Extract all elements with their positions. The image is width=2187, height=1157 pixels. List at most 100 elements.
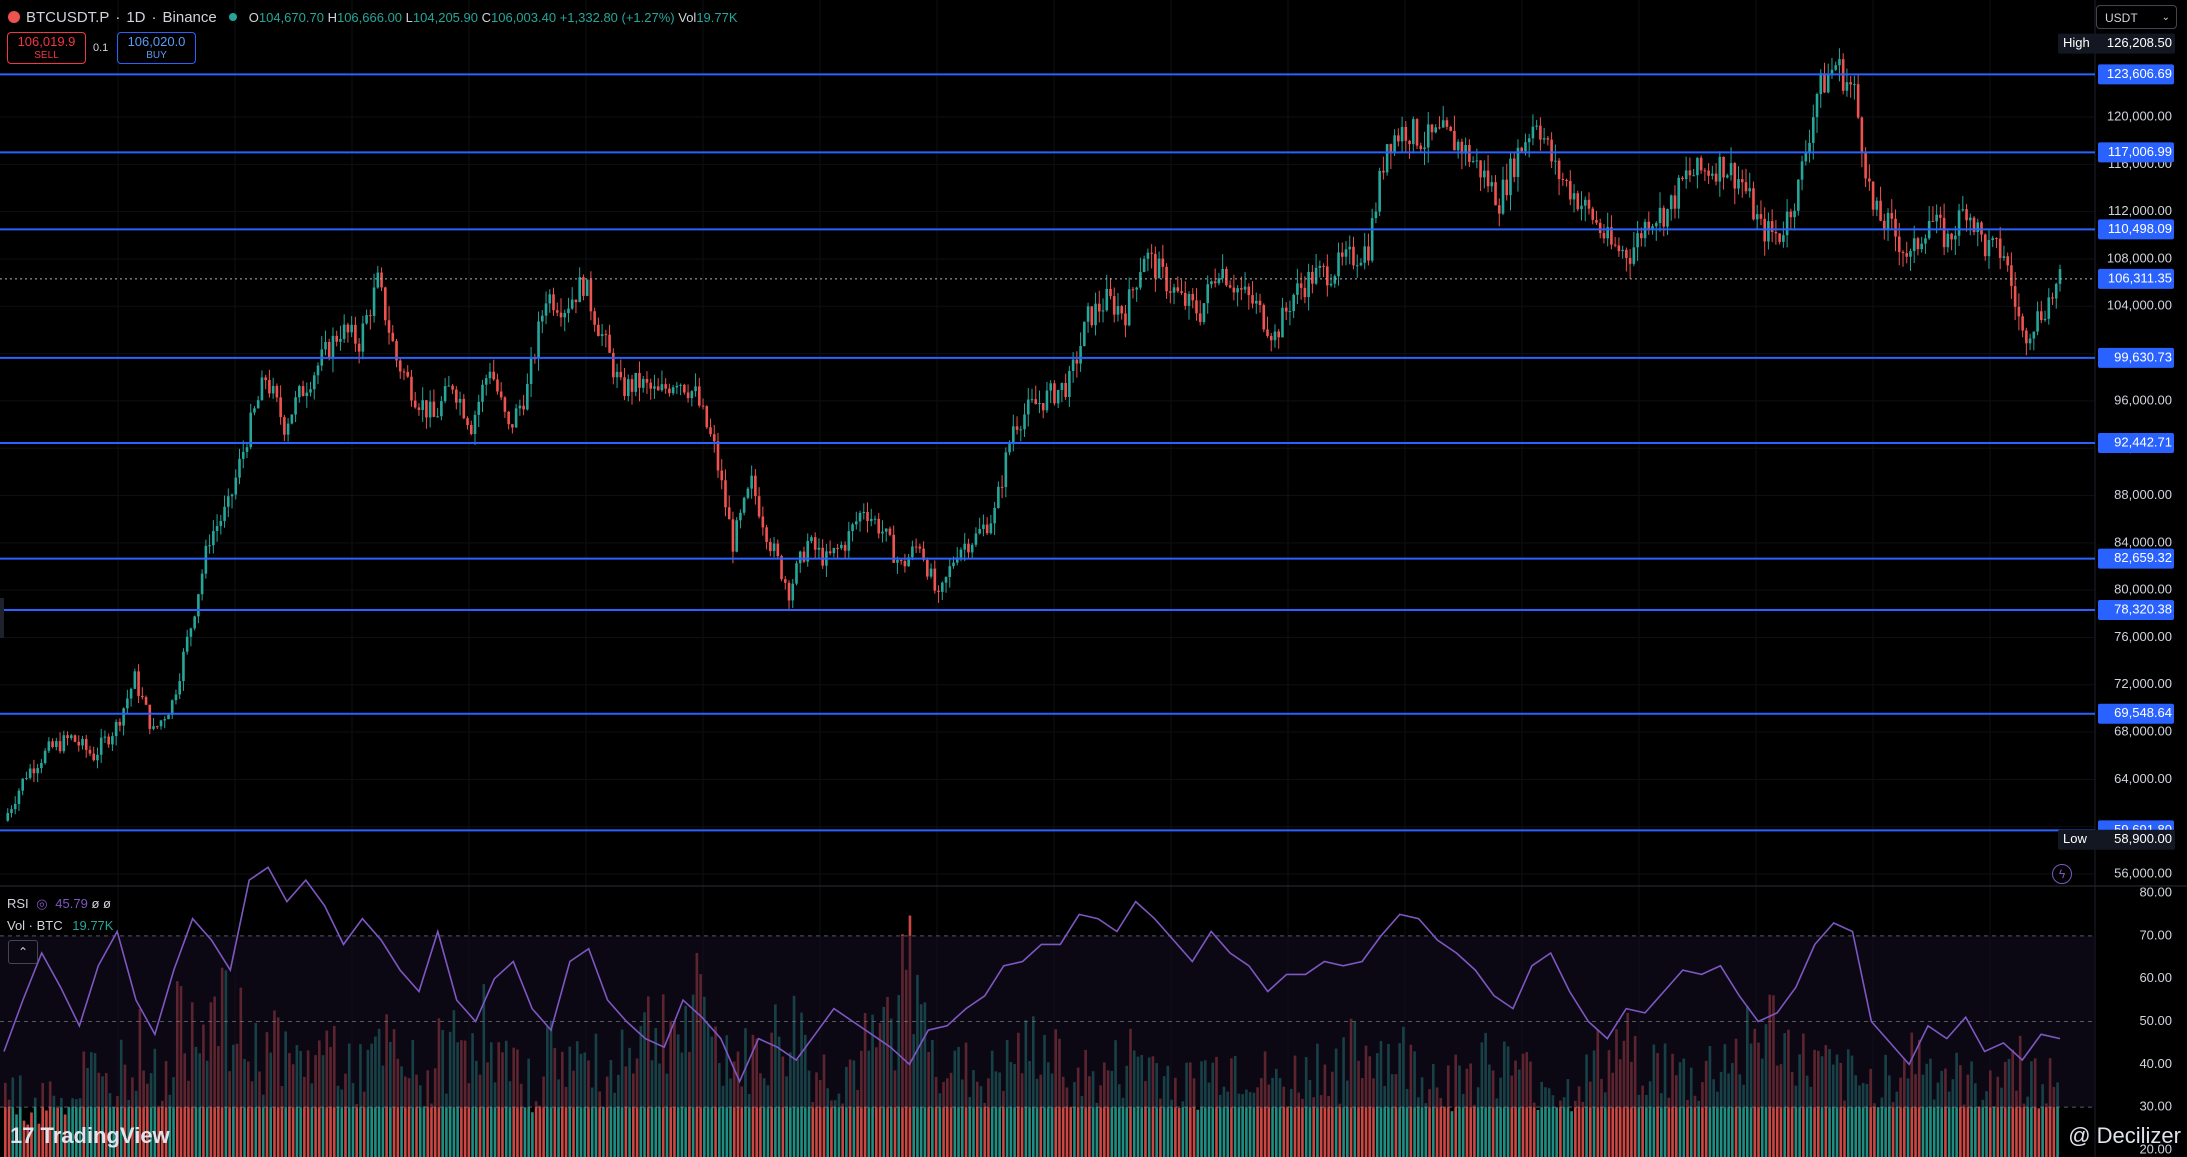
candle-body <box>1172 287 1176 293</box>
volume-bar <box>1245 1089 1248 1157</box>
candle-body <box>1311 271 1314 284</box>
candle-body <box>1266 329 1269 336</box>
ohlc-readout: O104,670.70 H106,666.00 L104,205.90 C106… <box>249 10 738 25</box>
candle-body <box>570 299 574 309</box>
candle-body <box>765 527 768 542</box>
volume-bar <box>1357 1060 1360 1157</box>
volume-bar <box>1308 1080 1312 1157</box>
volume-bar <box>1936 1082 1940 1157</box>
volume-bar <box>127 1099 130 1157</box>
candle-body <box>645 378 649 383</box>
volume-bar <box>508 1081 512 1157</box>
candle-body <box>1445 120 1449 127</box>
volume-bar <box>33 1097 37 1157</box>
candle-body <box>1322 265 1325 267</box>
candle-body <box>99 737 103 755</box>
candle-body <box>1411 119 1415 145</box>
volume-bar <box>598 1091 601 1157</box>
lightning-icon[interactable]: ϟ <box>2052 864 2072 884</box>
volume-bar <box>1731 1063 1734 1157</box>
chevron-up-icon: ⌃ <box>17 945 29 959</box>
candle-body <box>1868 178 1871 182</box>
price-axis[interactable]: 56,000.0060,000.0064,000.0068,000.0072,0… <box>2058 33 2175 1157</box>
volume-bar <box>1570 1111 1573 1157</box>
order-quantity[interactable]: 0.1 <box>93 42 109 54</box>
collapse-panel-button[interactable]: ⌃ <box>8 940 38 964</box>
candle-body <box>1748 188 1752 192</box>
candle-body <box>1382 170 1385 173</box>
volume-bar <box>396 1058 400 1157</box>
candle-body <box>1726 175 1729 178</box>
volume-label: Vol · BTC <box>7 918 63 933</box>
volume-bar <box>1061 1076 1065 1157</box>
volume-bar <box>2003 1062 2007 1157</box>
volume-bar <box>1226 1091 1230 1157</box>
candle-body <box>1210 281 1213 285</box>
rsi-value: 45.79 <box>55 896 88 911</box>
volume-bar <box>1248 1092 1252 1157</box>
candle-body <box>219 521 223 526</box>
volume-bar <box>71 1098 74 1157</box>
price-tick-label: 72,000.00 <box>2114 676 2172 691</box>
candle-body <box>1217 278 1221 284</box>
volume-bar <box>946 1078 949 1157</box>
volume-bar <box>1435 1087 1439 1157</box>
volume-bar <box>987 1078 990 1157</box>
volume-bar <box>1177 1107 1181 1157</box>
candle-body <box>369 315 372 317</box>
symbol-name[interactable]: BTCUSDT.P <box>26 8 110 26</box>
candle-body <box>1053 383 1056 404</box>
volume-bar <box>261 1094 265 1157</box>
volume-bar <box>1439 1097 1443 1157</box>
volume-bar <box>1779 1064 1783 1157</box>
eye-icon[interactable]: ◎ <box>36 896 48 911</box>
currency-select[interactable]: USDT ⌄ <box>2096 5 2177 29</box>
candle-body <box>103 736 107 738</box>
candle-body <box>739 512 742 521</box>
volume-bar <box>747 1094 751 1157</box>
candle-body <box>163 719 167 721</box>
candle-body <box>77 741 81 746</box>
candle-body <box>1004 452 1008 488</box>
volume-bar <box>1742 1084 1745 1157</box>
candle-body <box>1512 158 1516 177</box>
candle-body <box>148 704 152 729</box>
candle-body <box>256 400 260 409</box>
candle-body <box>1707 170 1710 176</box>
rsi-legend[interactable]: RSI ◎ 45.79 ø ø <box>7 896 111 912</box>
candle-body <box>769 541 772 552</box>
candle-body <box>417 407 421 410</box>
volume-bar <box>1536 1109 1540 1157</box>
buy-button[interactable]: 106,020.0 BUY <box>117 32 196 64</box>
volume-bar <box>164 1061 168 1157</box>
volume-legend[interactable]: Vol · BTC 19.77K <box>7 918 113 933</box>
candle-body <box>630 379 634 392</box>
candle-body <box>1935 214 1938 222</box>
volume-bar <box>1577 1086 1581 1157</box>
candle-body <box>884 528 888 532</box>
volume-bar <box>1323 1064 1327 1157</box>
horizontal-levels[interactable] <box>0 73 2095 832</box>
candle-body <box>1924 238 1927 244</box>
candle-body <box>462 398 466 419</box>
candle-body <box>526 383 529 410</box>
candle-body <box>122 708 125 726</box>
candle-body <box>1654 223 1658 227</box>
candle-body <box>1045 390 1049 411</box>
candle-body <box>1385 144 1389 173</box>
candle-body <box>1176 287 1180 292</box>
volume-bar <box>1674 1075 1678 1157</box>
candle-body <box>204 545 208 574</box>
sell-button[interactable]: 106,019.9 SELL <box>7 32 86 64</box>
volume-bar <box>1189 1062 1192 1157</box>
volume-bar <box>1465 1068 1469 1157</box>
volume-bar <box>1488 1064 1491 1157</box>
volume-bar <box>430 1103 433 1157</box>
volume-bar <box>1495 1098 1499 1157</box>
volume-bar <box>994 1071 998 1157</box>
panel-grip[interactable] <box>0 598 4 638</box>
candle-body <box>787 582 791 601</box>
interval[interactable]: 1D <box>126 8 146 26</box>
candle-body <box>1905 253 1909 257</box>
